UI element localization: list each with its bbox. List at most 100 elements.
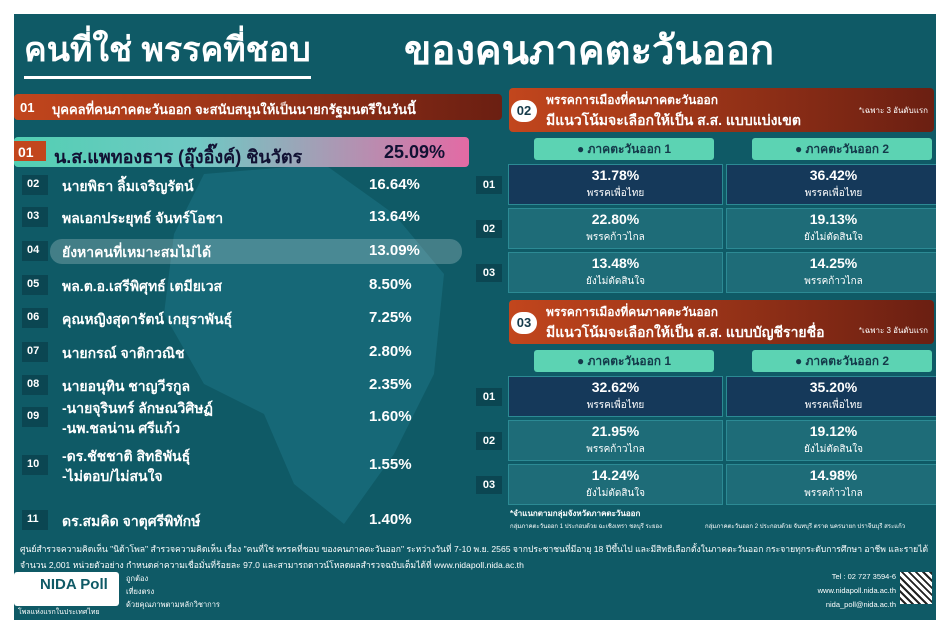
candidate-name: -ดร.ชัชชาติ สิทธิพันธุ์ xyxy=(62,448,191,464)
logo: NIDA Poll xyxy=(40,576,108,593)
percent: 1.55% xyxy=(369,456,412,473)
result-cell xyxy=(726,208,936,249)
result-party: พรรคก้าวไกล xyxy=(586,232,645,243)
rank-badge xyxy=(22,175,48,195)
rank: 01 xyxy=(18,144,34,160)
row-rank: 03 xyxy=(476,476,502,494)
row-rank: 01 xyxy=(476,176,502,194)
result-party: ยังไม่ตัดสินใจ xyxy=(585,488,646,499)
row-rank: 02 xyxy=(476,432,502,450)
candidate-name: นายพิธา ลิ้มเจริญรัตน์ xyxy=(62,178,194,194)
contact: nida_poll@nida.ac.th xyxy=(825,600,896,609)
rank-badge xyxy=(22,241,48,261)
rank-badge xyxy=(22,510,48,530)
result-party: พรรคก้าวไกล xyxy=(804,488,863,499)
percent: 1.60% xyxy=(369,408,412,425)
row-rank: 01 xyxy=(476,388,502,406)
column-header: ● ภาคตะวันออก 2 xyxy=(752,350,932,372)
result-percent: 14.25% xyxy=(809,255,858,271)
section-title: พรรคการเมืองที่คนภาคตะวันออก xyxy=(546,305,719,319)
result-percent: 36.42% xyxy=(809,167,858,183)
rank-badge xyxy=(22,308,48,328)
candidate-name: -ไม่ตอบ/ไม่สนใจ xyxy=(62,468,163,484)
poll-value: ถูกต้อง xyxy=(126,574,149,583)
result-party: พรรคเพื่อไทย xyxy=(586,188,645,199)
rank: 11 xyxy=(27,513,39,525)
rank-badge xyxy=(22,207,48,227)
section-bar xyxy=(509,88,934,132)
poll-value: ด้วยคุณภาพตามหลักวิชาการ xyxy=(126,600,220,609)
footer-text: จำนวน 2,001 หน่วยตัวอย่าง กำหนดค่าความเช… xyxy=(20,560,524,570)
result-cell xyxy=(726,164,936,205)
note: *เฉพาะ 3 อันดับแรก xyxy=(858,106,928,115)
candidate-name: -นายจุรินทร์ ลักษณวิศิษฏ์ xyxy=(62,400,213,416)
result-cell xyxy=(508,420,723,461)
candidate-name: พลเอกประยุทธ์ จันทร์โอชา xyxy=(62,210,224,226)
result-percent: 21.95% xyxy=(591,423,640,439)
section-title: มีแนวโน้มจะเลือกให้เป็น ส.ส. แบบบัญชีราย… xyxy=(546,324,825,340)
rank: 09 xyxy=(27,410,40,422)
percent: 25.09% xyxy=(384,142,446,162)
percent: 8.50% xyxy=(369,276,412,293)
result-percent: 35.20% xyxy=(809,379,858,395)
section-bar xyxy=(14,94,502,120)
section-number: 02 xyxy=(511,100,537,122)
percent: 13.64% xyxy=(369,208,420,225)
footer-text: ศูนย์สำรวจความคิดเห็น "นิด้าโพล" สำรวจคว… xyxy=(20,544,929,554)
result-cell xyxy=(508,464,723,505)
contact: www.nidapoll.nida.ac.th xyxy=(817,586,896,595)
highlight-row xyxy=(14,137,469,167)
result-percent: 22.80% xyxy=(591,211,640,227)
result-percent: 31.78% xyxy=(591,167,640,183)
contact: Tel : 02 727 3594-6 xyxy=(831,572,896,581)
title-b: ของคนภาคตะวันออก xyxy=(404,29,775,73)
result-party: ยังไม่ตัดสินใจ xyxy=(803,232,864,243)
rank: 10 xyxy=(27,458,40,470)
result-percent: 19.13% xyxy=(809,211,858,227)
result-party: พรรคเพื่อไทย xyxy=(804,188,863,199)
result-cell xyxy=(726,252,936,293)
logo-tagline: โพลแห่งแรกในประเทศไทย xyxy=(18,609,100,616)
percent: 13.09% xyxy=(369,242,420,259)
rank-badge xyxy=(22,407,48,427)
result-party: ยังไม่ตัดสินใจ xyxy=(585,276,646,287)
percent: 16.64% xyxy=(369,176,420,193)
title-a: คนที่ใช่ พรรคที่ชอบ xyxy=(24,22,311,79)
rank-badge xyxy=(22,342,48,362)
result-party: พรรคเพื่อไทย xyxy=(804,400,863,411)
rank-badge xyxy=(14,141,46,161)
candidate-name: ดร.สมคิด จาตุศรีพิทักษ์ xyxy=(62,513,201,529)
infographic: คนที่ใช่ พรรคที่ชอบ ของคนภาคตะวันออก 01 บ… xyxy=(14,14,936,620)
candidate-name: คุณหญิงสุดารัตน์ เกยุราพันธุ์ xyxy=(62,311,233,327)
result-cell xyxy=(508,208,723,249)
column-header: ● ภาคตะวันออก 1 xyxy=(534,350,714,372)
section-number: 03 xyxy=(511,312,537,334)
highlight-row xyxy=(50,239,462,264)
rank: 04 xyxy=(27,244,40,256)
result-cell xyxy=(508,164,723,205)
result-percent: 32.62% xyxy=(591,379,640,395)
percent: 7.25% xyxy=(369,309,412,326)
candidate-name: -นพ.ชลน่าน ศรีแก้ว xyxy=(62,420,181,436)
percent: 2.35% xyxy=(369,376,412,393)
result-percent: 19.12% xyxy=(809,423,858,439)
result-percent: 14.24% xyxy=(591,467,640,483)
rank: 08 xyxy=(27,378,40,390)
rank-badge xyxy=(22,275,48,295)
section-number: 01 xyxy=(20,100,35,115)
result-cell xyxy=(508,376,723,417)
result-party: พรรคเพื่อไทย xyxy=(586,400,645,411)
result-cell xyxy=(726,420,936,461)
candidate-name: นายอนุทิน ชาญวีรกูล xyxy=(62,378,191,394)
result-cell xyxy=(726,464,936,505)
result-party: พรรคก้าวไกล xyxy=(804,276,863,287)
logo-box xyxy=(14,572,119,606)
result-percent: 14.98% xyxy=(809,467,858,483)
poll-value: เที่ยงตรง xyxy=(126,587,155,596)
rank: 07 xyxy=(27,345,40,357)
section-title: บุคคลที่คนภาคตะวันออก จะสนับสนุนให้เป็นน… xyxy=(52,102,416,117)
candidate-name: นายกรณ์ จาติกวณิช xyxy=(62,345,185,361)
section-title: พรรคการเมืองที่คนภาคตะวันออก xyxy=(546,93,719,107)
section-bar xyxy=(509,300,934,344)
row-rank: 02 xyxy=(476,220,502,238)
